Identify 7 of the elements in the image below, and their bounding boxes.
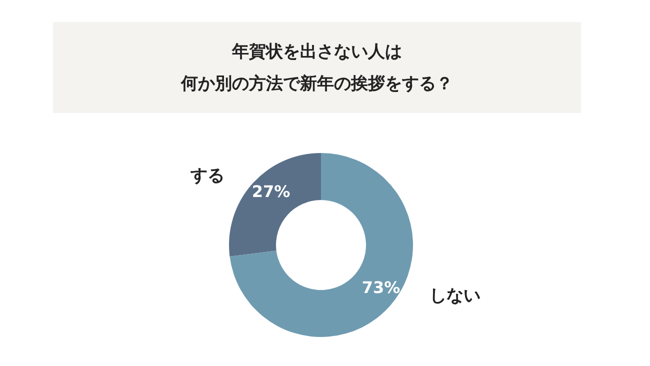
- slice-label: する: [189, 166, 224, 186]
- donut-slice: [230, 153, 413, 337]
- data-label: 27%: [252, 182, 290, 201]
- chart-title: 年賀状を出さない人は何か別の方法で新年の挨拶をする？: [180, 42, 453, 94]
- data-label: 73%: [362, 278, 400, 298]
- donut-slice: [229, 153, 321, 257]
- slice-label: しない: [430, 286, 481, 306]
